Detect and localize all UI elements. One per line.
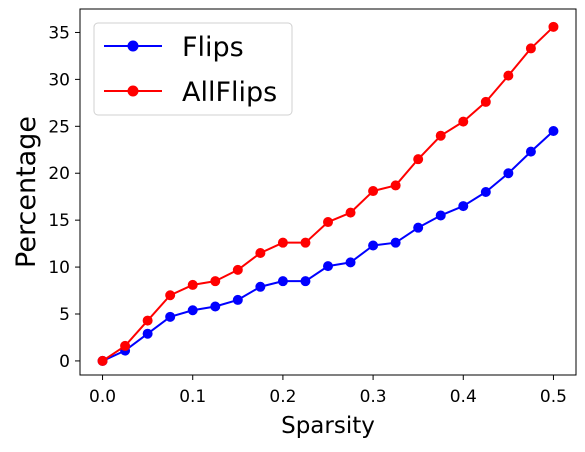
data-point-flips: [255, 281, 266, 292]
data-point-allflips: [187, 279, 198, 290]
data-point-allflips: [480, 96, 491, 107]
plot-layer: [97, 21, 559, 366]
data-point-allflips: [435, 130, 446, 141]
data-point-flips: [413, 222, 424, 233]
data-point-flips: [548, 126, 559, 136]
data-point-flips: [390, 237, 401, 248]
x-tick-label: 0.4: [450, 387, 477, 407]
data-point-allflips: [255, 248, 266, 258]
data-point-allflips: [390, 180, 401, 191]
legend: Flips AllFlips: [93, 22, 293, 116]
x-tick-label: 0.2: [269, 387, 296, 407]
data-point-allflips: [165, 290, 176, 301]
data-point-flips: [187, 305, 198, 316]
data-point-allflips: [300, 237, 311, 248]
data-point-flips: [142, 328, 153, 339]
legend-marker-flips: [127, 40, 139, 52]
legend-label-flips: Flips: [182, 32, 244, 63]
data-point-flips: [503, 168, 514, 179]
data-point-flips: [277, 276, 288, 287]
data-point-flips: [300, 276, 311, 287]
y-tick-label: 10: [48, 258, 70, 278]
data-point-flips: [345, 257, 356, 268]
legend-marker-allflips: [127, 85, 139, 97]
legend-label-allflips: AllFlips: [182, 77, 277, 108]
data-point-flips: [210, 301, 221, 312]
data-point-allflips: [368, 186, 379, 197]
plot-frame: [79, 8, 577, 376]
y-tick-label: 5: [59, 305, 70, 325]
data-point-allflips: [232, 264, 243, 275]
data-point-flips: [323, 261, 333, 272]
data-point-flips: [458, 201, 469, 212]
x-tick-label: 0.5: [540, 387, 567, 407]
y-tick-label: 15: [48, 211, 70, 231]
data-point-allflips: [503, 70, 514, 81]
data-point-flips: [368, 240, 379, 251]
y-tick-label: 0: [59, 352, 70, 372]
data-point-flips: [480, 187, 491, 197]
data-point-allflips: [458, 116, 469, 127]
data-point-allflips: [97, 355, 108, 366]
data-point-allflips: [413, 154, 424, 165]
data-point-flips: [435, 210, 446, 221]
y-tick-label: 20: [48, 164, 70, 184]
x-tick-label: 0.1: [179, 387, 206, 407]
x-tick-label: 0.0: [89, 387, 116, 407]
data-point-allflips: [142, 315, 153, 326]
x-tick-label: 0.3: [360, 387, 387, 407]
data-point-flips: [165, 311, 176, 322]
data-point-flips: [525, 146, 536, 157]
data-point-allflips: [525, 43, 536, 54]
data-point-allflips: [323, 217, 333, 228]
data-point-allflips: [210, 276, 221, 287]
data-point-flips: [232, 294, 243, 305]
data-point-allflips: [277, 237, 288, 248]
y-axis-label: Percentage: [11, 116, 42, 268]
y-tick-label: 30: [48, 70, 70, 90]
data-point-allflips: [345, 207, 356, 218]
x-axis-label: Sparsity: [281, 413, 375, 439]
y-tick-label: 35: [48, 23, 70, 43]
data-point-allflips: [548, 21, 559, 32]
axes-layer: 0.0 0.1 0.2 0.3 0.4 0.5 0 5 10 15 20 25 30 35: [48, 8, 577, 407]
y-tick-label: 25: [48, 117, 70, 137]
data-point-allflips: [120, 340, 131, 351]
